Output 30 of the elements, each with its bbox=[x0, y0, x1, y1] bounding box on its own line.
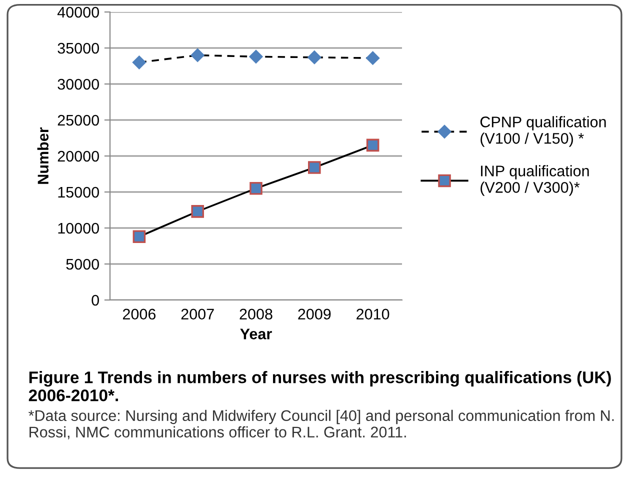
x-tick-label: 2008 bbox=[240, 308, 272, 320]
point bbox=[308, 50, 322, 64]
text: Figure 1 Trends in numbers of nurses with prescribing qualifications (UK) 2006-2010*. bbox=[28, 371, 611, 402]
x-tick-label: 2006 bbox=[122, 308, 156, 320]
y-tick-label: 20000 bbox=[58, 150, 99, 162]
x-axis-title: Year bbox=[240, 328, 272, 340]
legend-label: CPNP qualification (V100 / V150) * bbox=[480, 116, 606, 147]
x-tick-label: 2009 bbox=[298, 308, 331, 320]
point bbox=[132, 56, 146, 70]
point bbox=[308, 161, 321, 174]
y-tick-label: 15000 bbox=[58, 186, 99, 198]
legend-label: INP qualification (V200 / V300)* bbox=[480, 165, 589, 196]
y-tick-label: 5000 bbox=[66, 258, 99, 270]
y-tick-label: 30000 bbox=[58, 78, 99, 90]
x-tick-label: 2010 bbox=[356, 308, 390, 320]
y-tick-label: 40000 bbox=[57, 6, 99, 18]
y-tick-label: 25000 bbox=[58, 114, 99, 126]
point bbox=[249, 50, 263, 64]
y-tick-label: 10000 bbox=[58, 222, 99, 234]
text: *Data source: Nursing and Midwifery Council [40] and personal communication from N. Rossi, NMC communications officer to R.L. Grant. 2011. bbox=[28, 410, 614, 440]
point bbox=[132, 230, 146, 244]
point bbox=[190, 48, 204, 62]
y-tick-label: 0 bbox=[92, 294, 99, 306]
x-tick-label: 2007 bbox=[181, 308, 214, 320]
y-tick-label: 35000 bbox=[58, 42, 99, 54]
point bbox=[366, 138, 380, 152]
point bbox=[191, 205, 204, 218]
y-axis-title: Number bbox=[37, 127, 49, 184]
point bbox=[250, 182, 262, 195]
point bbox=[366, 51, 380, 65]
